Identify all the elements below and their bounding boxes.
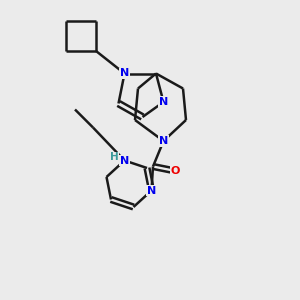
Text: N: N xyxy=(159,97,168,107)
Text: H: H xyxy=(110,152,118,163)
Text: N: N xyxy=(147,185,156,196)
Text: N: N xyxy=(120,155,129,166)
Text: N: N xyxy=(120,68,129,79)
Text: N: N xyxy=(159,136,168,146)
Text: O: O xyxy=(171,166,180,176)
